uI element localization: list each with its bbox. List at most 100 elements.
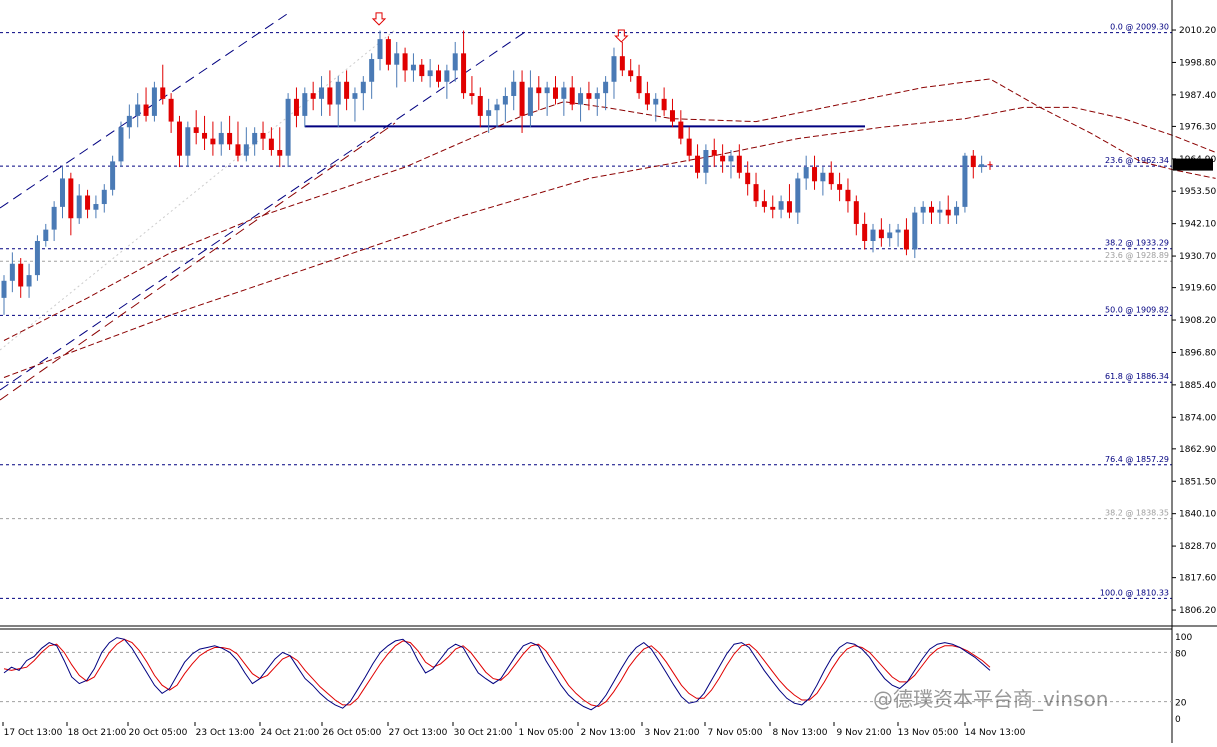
candle-body bbox=[319, 87, 325, 99]
candle-body bbox=[176, 121, 182, 156]
candle-body bbox=[494, 104, 500, 111]
candle-body bbox=[954, 206, 960, 216]
candle-body bbox=[285, 98, 291, 156]
candle-body bbox=[85, 195, 91, 210]
stochastic-oscillator: 100 80 20 0 bbox=[0, 633, 1192, 725]
candle-body bbox=[402, 53, 408, 71]
x-tick-label: 1 Nov 05:00 bbox=[519, 728, 574, 738]
moving-averages bbox=[3, 78, 1217, 378]
x-tick-label: 13 Nov 05:00 bbox=[898, 728, 959, 738]
x-tick-label: 3 Nov 21:00 bbox=[645, 728, 700, 738]
candle-body bbox=[970, 155, 976, 168]
x-tick-label: 27 Oct 13:00 bbox=[389, 728, 448, 738]
y-tick-label: 1817.60 bbox=[1179, 574, 1216, 584]
x-tick-label: 26 Oct 05:00 bbox=[323, 728, 382, 738]
candle-body bbox=[753, 184, 759, 202]
candle-body bbox=[619, 56, 625, 71]
candle-body bbox=[227, 132, 233, 145]
candle-body bbox=[586, 93, 592, 99]
candle-body bbox=[519, 81, 525, 116]
y-tick-label: 1919.60 bbox=[1179, 284, 1216, 294]
candle-body bbox=[260, 132, 266, 139]
candle-body bbox=[477, 95, 483, 116]
candle-body bbox=[68, 178, 74, 219]
sma-slow-line bbox=[3, 106, 1217, 378]
candle-body bbox=[344, 81, 350, 99]
candle-body bbox=[427, 70, 433, 77]
candle-body bbox=[862, 223, 868, 241]
osc-tick-label: 0 bbox=[1175, 715, 1181, 725]
candle-body bbox=[678, 121, 684, 139]
x-tick-label: 20 Oct 05:00 bbox=[129, 728, 188, 738]
candle-body bbox=[736, 155, 742, 173]
candle-body bbox=[611, 56, 617, 82]
candle-body bbox=[636, 76, 642, 94]
current-price-label: 1962.87 bbox=[1176, 161, 1213, 171]
candle-body bbox=[444, 70, 450, 82]
y-tick-label: 1851.50 bbox=[1179, 477, 1216, 487]
candle-body bbox=[310, 93, 316, 99]
y-tick-label: 1885.40 bbox=[1179, 381, 1216, 391]
watermark: @德璞资本平台商_vinson bbox=[873, 687, 1108, 711]
y-tick-label: 1930.70 bbox=[1179, 252, 1216, 262]
candle-body bbox=[394, 53, 400, 65]
candle-body bbox=[461, 53, 467, 94]
candle-body bbox=[828, 172, 834, 185]
candle-body bbox=[895, 229, 901, 233]
candle-body bbox=[486, 110, 492, 116]
candle-body bbox=[552, 87, 558, 99]
candle-body bbox=[185, 127, 191, 156]
candle-body bbox=[277, 150, 283, 156]
candle-body bbox=[544, 87, 550, 94]
y-tick-label: 2010.20 bbox=[1179, 26, 1216, 36]
candle-body bbox=[511, 81, 517, 96]
candle-body bbox=[603, 81, 609, 94]
candle-body bbox=[945, 209, 951, 216]
candle-body bbox=[436, 70, 442, 82]
x-tick-label: 14 Nov 13:00 bbox=[965, 728, 1026, 738]
current-price-box bbox=[1173, 158, 1213, 171]
x-tick-label: 30 Oct 21:00 bbox=[454, 728, 513, 738]
candle-body bbox=[235, 144, 241, 156]
candle-body bbox=[929, 206, 935, 213]
candle-body bbox=[795, 178, 801, 213]
candle-body bbox=[578, 93, 584, 105]
candle-body bbox=[151, 87, 157, 116]
candle-body bbox=[93, 204, 99, 210]
candle-body bbox=[76, 195, 82, 219]
candle-body bbox=[720, 155, 726, 162]
candle-body bbox=[218, 132, 224, 145]
fib-level-label: 38.2 @ 1838.35 bbox=[1105, 509, 1169, 518]
candle-body bbox=[937, 209, 943, 213]
candle-body bbox=[268, 138, 274, 151]
fib-level-label: 23.6 @ 1928.89 bbox=[1105, 251, 1169, 260]
candle-body bbox=[193, 127, 199, 133]
candle-body bbox=[135, 104, 141, 116]
candle-body bbox=[59, 178, 65, 207]
candle-body bbox=[202, 132, 208, 139]
candle-body bbox=[703, 150, 709, 173]
fractal-arrow bbox=[371, 12, 387, 26]
x-tick-label: 7 Nov 05:00 bbox=[708, 728, 763, 738]
channel-upper-line bbox=[0, 11, 291, 209]
fib-level-label: 61.8 @ 1886.34 bbox=[1105, 372, 1169, 381]
y-tick-label: 1976.30 bbox=[1179, 122, 1216, 132]
candle-body bbox=[34, 240, 40, 276]
candle-body bbox=[920, 206, 926, 213]
candle-body bbox=[561, 87, 567, 99]
fib-levels: 0.0 @ 2009.30 23.6 @ 1962.34 38.2 @ 1933.2… bbox=[0, 23, 1172, 599]
candle-body bbox=[761, 201, 767, 207]
candle-body bbox=[143, 104, 149, 116]
candle-body bbox=[803, 167, 809, 179]
candle-body bbox=[293, 98, 299, 116]
candlesticks bbox=[1, 12, 993, 315]
candle-body bbox=[812, 167, 818, 182]
candle-body bbox=[1, 280, 7, 298]
candle-body bbox=[695, 155, 701, 173]
x-tick-label: 2 Nov 13:00 bbox=[581, 728, 636, 738]
candle-body bbox=[887, 232, 893, 239]
fib-level-label: 50.0 @ 1909.82 bbox=[1105, 305, 1169, 314]
